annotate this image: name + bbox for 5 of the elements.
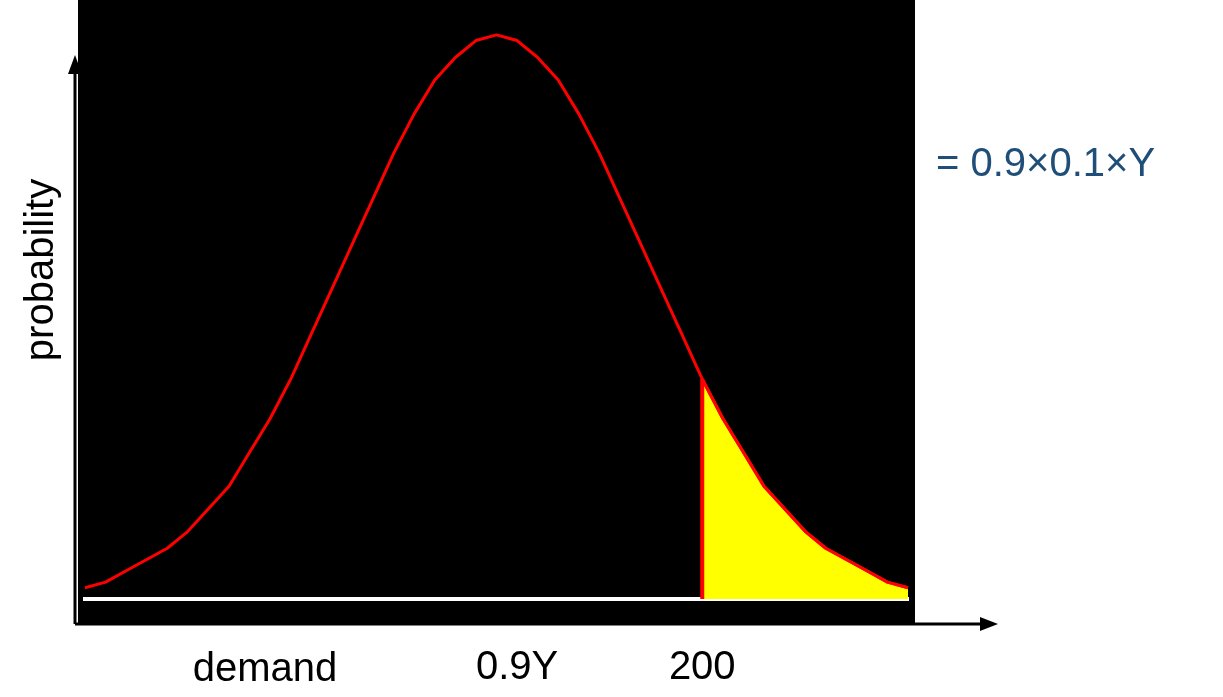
x-tick-label: 200 [668, 643, 736, 688]
x-axis-title: demand [192, 645, 338, 690]
text: = 0.9×0.1×Y [936, 140, 1156, 185]
y-axis-title: probability [17, 178, 62, 362]
x-tick-label: 0.9Y [475, 643, 559, 688]
